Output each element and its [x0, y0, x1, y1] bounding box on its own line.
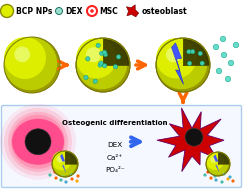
Polygon shape [157, 108, 224, 172]
Circle shape [206, 170, 210, 174]
Text: DEX: DEX [65, 6, 82, 15]
Circle shape [191, 50, 195, 54]
Circle shape [116, 55, 121, 59]
Circle shape [100, 51, 104, 56]
Circle shape [87, 6, 97, 16]
Circle shape [71, 177, 74, 181]
Circle shape [4, 37, 60, 93]
Circle shape [61, 173, 65, 177]
Circle shape [0, 104, 76, 180]
Circle shape [228, 60, 234, 66]
Circle shape [84, 75, 88, 80]
Circle shape [57, 155, 64, 163]
Circle shape [54, 176, 58, 180]
Circle shape [93, 79, 97, 84]
Circle shape [102, 50, 107, 55]
Circle shape [48, 173, 51, 177]
Circle shape [69, 172, 73, 176]
Circle shape [209, 176, 213, 180]
Circle shape [103, 52, 108, 57]
Circle shape [59, 178, 63, 182]
Circle shape [156, 38, 210, 92]
Circle shape [11, 115, 65, 169]
Circle shape [0, 5, 13, 18]
Circle shape [52, 151, 71, 170]
Circle shape [14, 46, 30, 62]
Circle shape [90, 9, 94, 13]
Circle shape [206, 152, 229, 175]
Circle shape [156, 38, 196, 78]
Circle shape [187, 61, 192, 66]
Circle shape [213, 44, 219, 50]
FancyBboxPatch shape [1, 105, 242, 187]
Circle shape [203, 173, 207, 177]
Text: DEX: DEX [107, 142, 123, 148]
Text: BCP NPs: BCP NPs [16, 6, 52, 15]
Text: PO₄²⁻: PO₄²⁻ [105, 167, 125, 173]
Ellipse shape [12, 119, 64, 165]
Circle shape [228, 175, 232, 179]
Circle shape [8, 112, 68, 172]
Circle shape [25, 129, 51, 155]
Circle shape [216, 68, 222, 74]
Circle shape [222, 172, 226, 176]
Circle shape [102, 64, 107, 68]
Wedge shape [218, 153, 229, 164]
Circle shape [86, 57, 90, 61]
Circle shape [52, 151, 78, 177]
Circle shape [220, 180, 224, 184]
Circle shape [75, 179, 79, 183]
Circle shape [55, 8, 62, 15]
Circle shape [198, 51, 203, 56]
Circle shape [226, 177, 230, 181]
Circle shape [233, 42, 239, 48]
Wedge shape [65, 152, 77, 164]
Circle shape [99, 61, 103, 65]
Text: Ca²⁺: Ca²⁺ [107, 155, 123, 161]
Circle shape [76, 38, 130, 92]
Circle shape [220, 36, 226, 42]
Wedge shape [183, 39, 209, 65]
Circle shape [231, 179, 234, 183]
Circle shape [210, 156, 217, 163]
Circle shape [200, 61, 204, 65]
Circle shape [53, 170, 57, 174]
Text: osteoblast: osteoblast [142, 6, 188, 15]
Text: Osteogenic differentiation: Osteogenic differentiation [62, 120, 168, 126]
Circle shape [52, 151, 77, 176]
Circle shape [98, 63, 102, 67]
Circle shape [76, 38, 116, 78]
Circle shape [225, 76, 231, 82]
Polygon shape [126, 5, 139, 17]
Wedge shape [103, 39, 129, 65]
Circle shape [76, 174, 80, 178]
Circle shape [64, 180, 68, 184]
Circle shape [156, 38, 207, 89]
Circle shape [113, 64, 118, 69]
Text: MSC: MSC [99, 6, 118, 15]
Circle shape [4, 37, 46, 79]
Circle shape [206, 152, 224, 170]
Circle shape [96, 43, 100, 47]
Circle shape [221, 52, 227, 58]
Polygon shape [172, 43, 183, 84]
Circle shape [76, 38, 127, 89]
Circle shape [206, 152, 230, 176]
Circle shape [214, 174, 217, 178]
Circle shape [4, 108, 72, 176]
Polygon shape [214, 154, 219, 172]
Circle shape [214, 178, 218, 182]
Circle shape [86, 47, 101, 62]
Circle shape [187, 50, 191, 54]
Circle shape [166, 47, 181, 62]
Circle shape [185, 128, 203, 146]
Polygon shape [60, 154, 66, 173]
Circle shape [4, 37, 57, 90]
